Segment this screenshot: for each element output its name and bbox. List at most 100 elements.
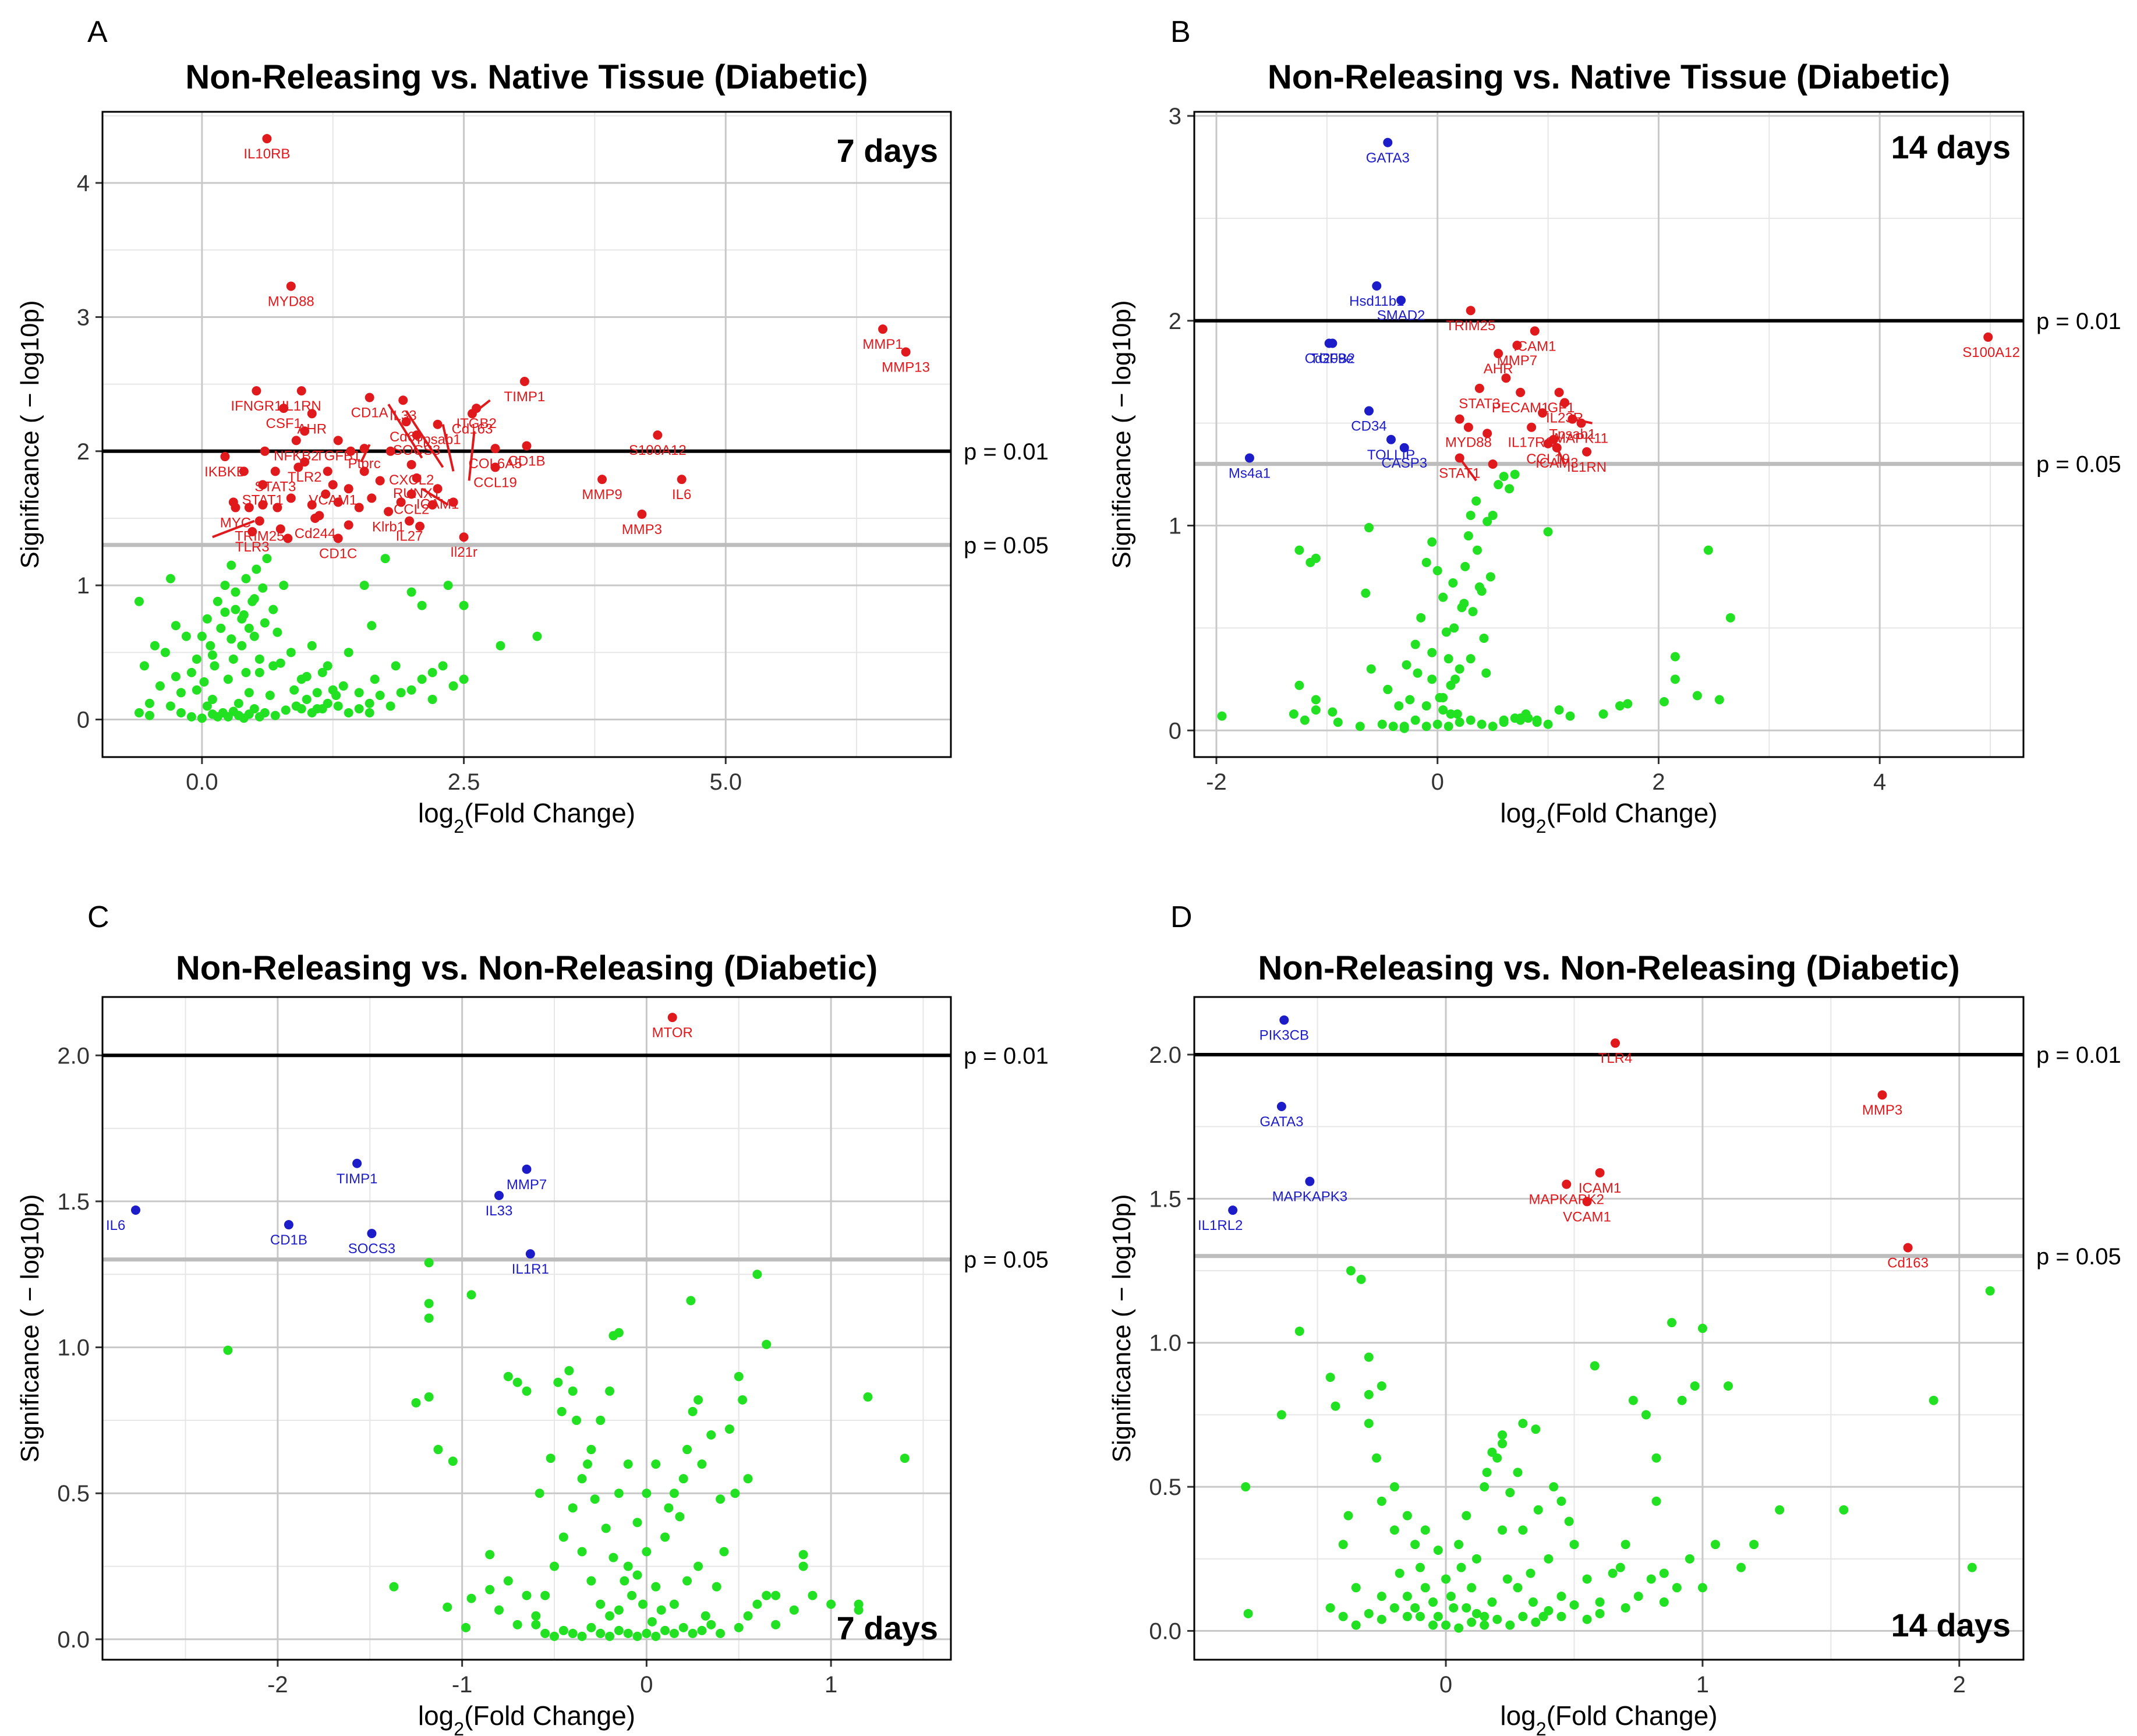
gene-point-il1rn xyxy=(1582,447,1592,457)
ns-gene-point xyxy=(144,710,154,720)
ns-gene-point xyxy=(144,698,154,708)
gene-point-tlr4 xyxy=(1611,1038,1621,1048)
sig-gene-point xyxy=(427,500,437,510)
ns-gene-point xyxy=(719,1547,729,1557)
sig-gene-point xyxy=(396,497,406,507)
ns-gene-point xyxy=(752,1599,762,1609)
ns-gene-point xyxy=(1421,722,1431,731)
ns-gene-point xyxy=(1388,722,1398,731)
ns-gene-point xyxy=(1456,1562,1466,1572)
ns-gene-point xyxy=(678,1474,688,1484)
ns-gene-point xyxy=(596,1599,606,1609)
ns-gene-point xyxy=(614,1605,624,1615)
ns-gene-point xyxy=(550,1631,560,1641)
ns-gene-point xyxy=(1460,561,1470,571)
chart-title: Non-Releasing vs. Non-Releasing (Diabeti… xyxy=(1258,949,1959,987)
ns-gene-point xyxy=(1518,1419,1528,1429)
ns-gene-point xyxy=(771,1620,781,1629)
ns-gene-point xyxy=(1355,722,1365,731)
y-tick-label: 1.5 xyxy=(57,1189,90,1215)
ns-gene-point xyxy=(716,1494,726,1504)
label-leader-line xyxy=(212,519,255,539)
ns-gene-point xyxy=(540,1628,550,1638)
gene-label-cd1c: CD1C xyxy=(319,546,357,562)
ns-gene-point xyxy=(1383,684,1393,694)
ns-gene-point xyxy=(664,1503,674,1513)
gene-label-timp1: TIMP1 xyxy=(504,389,546,405)
ns-gene-point xyxy=(213,596,222,606)
ns-gene-point xyxy=(1438,705,1448,715)
ns-gene-point xyxy=(1628,1395,1638,1405)
ns-gene-point xyxy=(590,1494,600,1504)
gene-point-il6 xyxy=(131,1205,141,1215)
ns-gene-point xyxy=(1494,480,1503,490)
sig-gene-point xyxy=(385,446,395,456)
ns-gene-point xyxy=(1621,1603,1630,1613)
gene-label-ahr: AHR xyxy=(297,421,327,437)
gene-label-socs3: SOCS3 xyxy=(348,1241,395,1257)
ns-gene-point xyxy=(688,1406,698,1416)
panel-letter: A xyxy=(87,15,108,49)
ns-gene-point xyxy=(1328,707,1338,717)
ns-gene-point xyxy=(1402,1592,1412,1601)
sig-gene-point xyxy=(415,521,425,531)
gene-label-tlr3: TLR3 xyxy=(235,539,270,555)
ns-gene-point xyxy=(207,694,217,704)
gene-label-mapkapk3: MAPKAPK3 xyxy=(1272,1189,1347,1205)
gene-point-gata3 xyxy=(1276,1102,1286,1112)
ns-gene-point xyxy=(540,1590,550,1600)
ns-gene-point xyxy=(448,681,458,691)
gene-point-csf1 xyxy=(279,404,289,413)
ns-gene-point xyxy=(762,1590,772,1600)
ns-gene-point xyxy=(1677,1395,1687,1405)
x-tick-label: 1 xyxy=(1696,1672,1709,1698)
ns-gene-point xyxy=(227,634,236,644)
ns-gene-point xyxy=(427,667,437,677)
ns-gene-point xyxy=(1659,1597,1669,1607)
ns-gene-point xyxy=(1389,1603,1399,1613)
ns-gene-point xyxy=(1459,599,1469,609)
ns-gene-point xyxy=(424,1299,434,1309)
ns-gene-point xyxy=(239,610,249,620)
gene-point-trim25 xyxy=(254,516,264,526)
ns-gene-point xyxy=(265,691,275,701)
sig-gene-point xyxy=(260,446,270,456)
ns-gene-point xyxy=(207,650,217,660)
ns-gene-point xyxy=(712,1582,721,1592)
y-tick-label: 0.0 xyxy=(57,1627,90,1653)
threshold-label-p01: p = 0.01 xyxy=(964,1043,1049,1069)
ns-gene-point xyxy=(1395,1568,1404,1578)
gene-point-runx1 xyxy=(412,473,422,483)
ns-gene-point xyxy=(375,691,385,701)
ns-gene-point xyxy=(1377,719,1387,729)
ns-gene-point xyxy=(1410,1603,1420,1613)
ns-gene-point xyxy=(900,1454,910,1463)
sig-gene-point xyxy=(293,462,303,472)
ns-gene-point xyxy=(171,621,181,631)
ns-gene-point xyxy=(1356,1274,1366,1284)
y-axis-title: Significance ( − log10p) xyxy=(16,300,44,568)
y-tick-label: 1.0 xyxy=(57,1335,90,1361)
gene-point-myd88 xyxy=(1463,422,1473,432)
gene-point-il1rn xyxy=(296,386,306,396)
gene-label-ccl19: CCL19 xyxy=(473,475,517,490)
ns-gene-point xyxy=(1659,697,1669,707)
ns-gene-point xyxy=(241,667,251,677)
gene-point-il10rb xyxy=(262,134,272,144)
ns-gene-point xyxy=(1556,1592,1566,1601)
y-tick-label: 3 xyxy=(77,305,90,330)
ns-gene-point xyxy=(1544,1554,1554,1564)
ns-gene-point xyxy=(296,704,306,714)
ns-gene-point xyxy=(586,1445,596,1455)
ns-gene-point xyxy=(150,641,160,650)
gene-point-stat1 xyxy=(258,480,268,490)
gene-label-mmp7: MMP7 xyxy=(1497,353,1537,369)
gene-label-s100a12: S100A12 xyxy=(1962,345,2020,360)
ns-gene-point xyxy=(1289,709,1299,719)
threshold-label-p05: p = 0.05 xyxy=(2036,1244,2121,1270)
gene-point-il23r xyxy=(1560,398,1570,408)
ns-gene-point xyxy=(623,1628,633,1638)
y-tick-label: 2 xyxy=(1169,309,1181,334)
ns-gene-point xyxy=(496,641,505,650)
panel-letter: C xyxy=(87,900,109,934)
